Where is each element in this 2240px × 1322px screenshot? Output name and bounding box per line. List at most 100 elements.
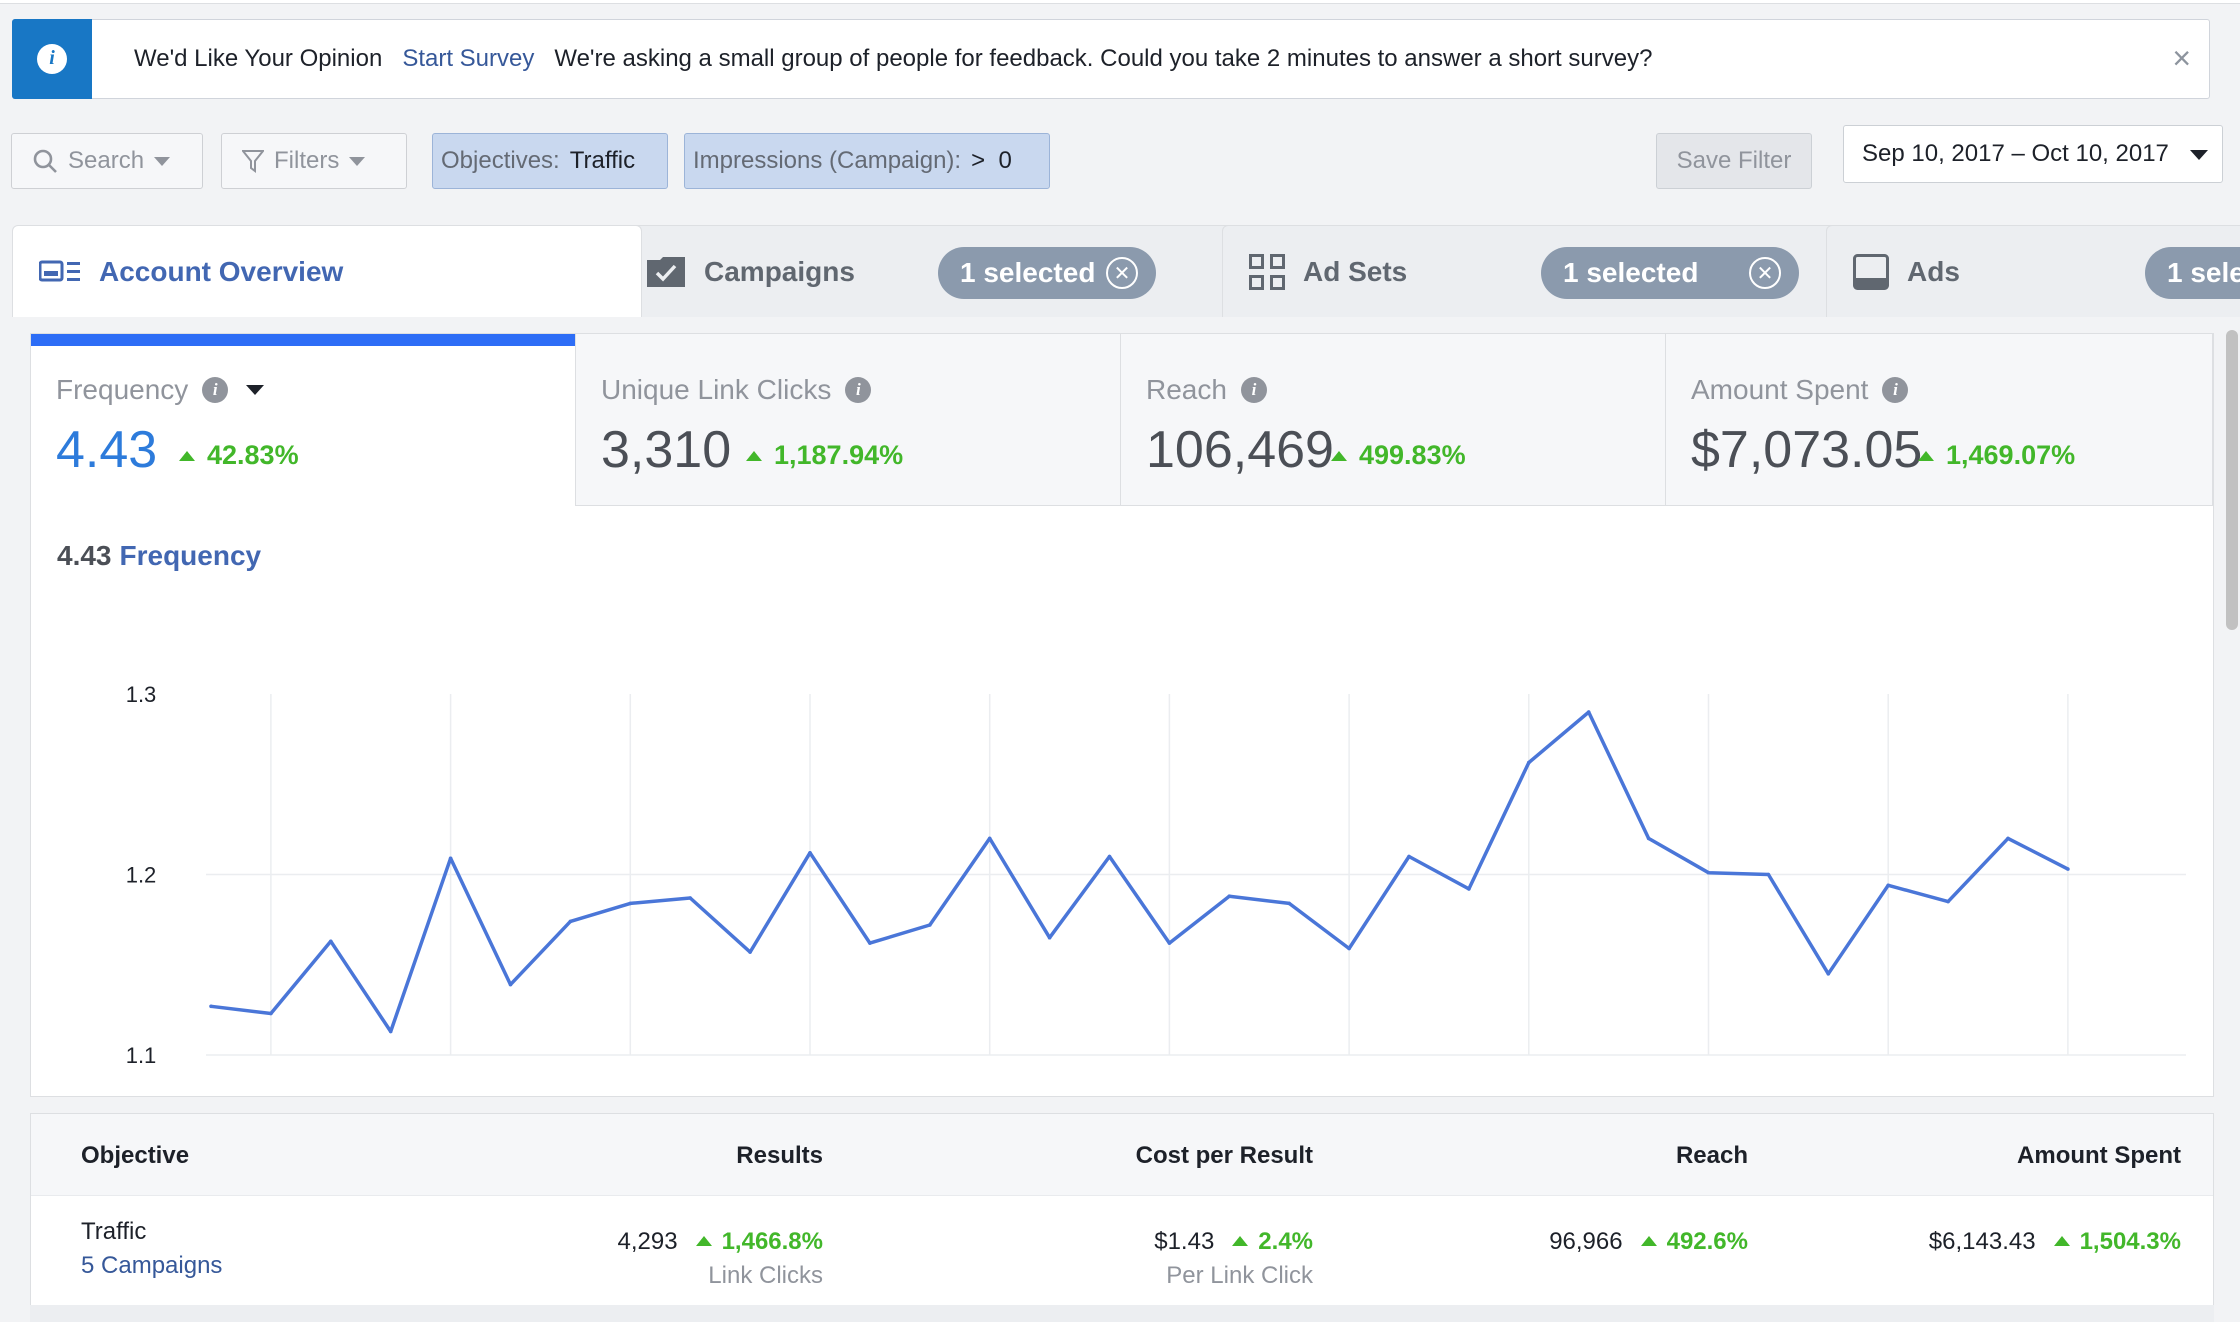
metric-value: $7,073.05	[1691, 421, 1923, 479]
results-cell: 4,293 1,466.8%	[618, 1228, 823, 1256]
data-point	[1167, 941, 1172, 945]
pill-label: 1 selected	[960, 257, 1096, 288]
chip-key: Impressions (Campaign):	[693, 147, 962, 174]
column-header-amount-spent[interactable]: Amount Spent	[2017, 1142, 2181, 1169]
data-point	[209, 1004, 213, 1009]
ad-sets-selected-pill[interactable]: 1 selected ✕	[1541, 247, 1799, 299]
data-point	[987, 836, 992, 841]
column-header-reach[interactable]: Reach	[1675, 1142, 1748, 1169]
start-survey-link[interactable]: Start Survey	[402, 45, 535, 72]
campaigns-selected-pill[interactable]: 1 selected ✕	[938, 247, 1156, 299]
table-header: Objective Results Cost per Result Reach …	[31, 1114, 2213, 1196]
data-point	[2006, 836, 2010, 841]
data-point	[688, 896, 692, 900]
metric-delta: 1,187.94%	[746, 440, 903, 471]
info-icon[interactable]: i	[845, 377, 872, 403]
data-point	[928, 923, 932, 927]
up-arrow-icon	[179, 450, 195, 461]
save-filter-button[interactable]: Save Filter	[1656, 133, 1812, 189]
data-point	[2066, 867, 2070, 871]
metric-name: Reach	[1146, 374, 1227, 405]
grid-icon	[1249, 253, 1285, 290]
tab-label: Ads	[1907, 255, 1960, 287]
up-arrow-icon	[1331, 450, 1347, 461]
metric-frequency[interactable]: Frequency i 4.43 42.83%	[31, 334, 576, 506]
metric-amount-spent[interactable]: Amount Spent i $7,073.05 1,469.07%	[1666, 334, 2213, 506]
spent-value: $6,143.43	[1928, 1228, 2036, 1255]
objective-table: Objective Results Cost per Result Reach …	[30, 1113, 2214, 1322]
campaigns-link[interactable]: 5 Campaigns	[81, 1252, 223, 1279]
data-point	[868, 941, 872, 945]
data-point	[1766, 872, 1771, 877]
data-point	[1347, 946, 1351, 951]
search-button[interactable]: Search	[11, 133, 203, 189]
date-range-picker[interactable]: Sep 10, 2017 – Oct 10, 2017	[1843, 125, 2223, 183]
ad-icon	[1853, 253, 1889, 290]
funnel-icon	[242, 150, 264, 173]
column-header-results[interactable]: Results	[736, 1142, 823, 1169]
info-icon[interactable]: i	[1882, 377, 1909, 403]
data-point	[808, 851, 812, 855]
filter-bar: Search Filters Objectives: Traffic Impre…	[0, 115, 2240, 209]
data-point	[1946, 899, 1950, 904]
tab-account-overview[interactable]: Account Overview	[12, 225, 642, 317]
cpr-value: $1.43	[1154, 1228, 1215, 1255]
account-overview-icon	[39, 260, 80, 281]
chip-value: Traffic	[569, 147, 636, 174]
column-header-cost-per-result[interactable]: Cost per Result	[1135, 1142, 1313, 1169]
tab-campaigns[interactable]: Campaigns 1 selected ✕	[617, 225, 1237, 317]
metric-delta: 42.83%	[179, 440, 299, 471]
scrollbar[interactable]	[2226, 330, 2238, 630]
search-label: Search	[68, 147, 145, 174]
clear-selection-icon[interactable]: ✕	[1106, 257, 1138, 289]
delta-value: 499.83%	[1359, 440, 1466, 470]
results-sub-label: Link Clicks	[708, 1262, 823, 1289]
pill-label: 1 sele	[2167, 257, 2240, 288]
spent-delta: 1,504.3%	[2079, 1228, 2181, 1255]
chip-key: Objectives:	[441, 147, 560, 174]
info-icon[interactable]: i	[202, 377, 229, 403]
metric-unique-link-clicks[interactable]: Unique Link Clicks i 3,310 1,187.94%	[576, 334, 1121, 506]
close-icon[interactable]: ×	[2172, 40, 2191, 76]
ads-selected-pill[interactable]: 1 sele	[2145, 247, 2240, 299]
tab-ad-sets[interactable]: Ad Sets 1 selected ✕	[1222, 225, 1842, 317]
y-tick-label: 1.1	[126, 1043, 157, 1068]
column-header-objective[interactable]: Objective	[81, 1142, 190, 1169]
amount-spent-cell: $6,143.43 1,504.3%	[1929, 1228, 2181, 1256]
up-arrow-icon	[1640, 1236, 1657, 1246]
table-row[interactable]: Traffic 5 Campaigns 4,293 1,466.8% Link C…	[31, 1196, 2213, 1306]
data-point	[1227, 894, 1232, 898]
tab-label: Account Overview	[99, 255, 344, 287]
objectives-filter-chip[interactable]: Objectives: Traffic	[432, 133, 668, 189]
data-point	[1706, 870, 1711, 875]
data-point	[1107, 854, 1112, 859]
data-point	[508, 982, 513, 987]
banner-text: We're asking a small group of people for…	[554, 45, 1653, 72]
info-icon[interactable]: i	[1240, 377, 1267, 403]
objective-name: Traffic	[81, 1218, 147, 1245]
up-arrow-icon	[2053, 1236, 2070, 1246]
filters-button[interactable]: Filters	[221, 133, 407, 189]
metric-value: 106,469	[1146, 421, 1334, 479]
tab-label: Ad Sets	[1303, 255, 1408, 287]
chevron-down-icon[interactable]	[246, 385, 265, 395]
metric-value: 4.43	[56, 421, 158, 479]
cpr-sub-label: Per Link Click	[1166, 1262, 1313, 1289]
metric-value: 3,310	[601, 421, 732, 479]
data-point	[1407, 854, 1411, 859]
frequency-line-chart: Sep 10Sep 13Sep 16Sep 19Sep 22Sep 25Sep …	[126, 682, 2186, 1068]
data-point	[1646, 836, 1651, 841]
chart-heading-value: 4.43	[57, 540, 112, 571]
clear-selection-icon[interactable]: ✕	[1749, 257, 1781, 289]
search-icon	[33, 149, 57, 173]
impressions-filter-chip[interactable]: Impressions (Campaign): > 0	[684, 133, 1050, 189]
data-point	[568, 919, 573, 924]
survey-banner: i We'd Like Your Opinion Start Survey We…	[12, 18, 2210, 99]
top-border	[0, 0, 2240, 4]
data-point	[1527, 760, 1531, 765]
metric-reach[interactable]: Reach i 106,469 499.83%	[1121, 334, 1666, 506]
frequency-series-line	[210, 710, 2069, 1034]
tab-ads[interactable]: Ads 1 sele	[1826, 225, 2240, 317]
data-point	[269, 1011, 273, 1016]
data-point	[1287, 901, 1291, 906]
